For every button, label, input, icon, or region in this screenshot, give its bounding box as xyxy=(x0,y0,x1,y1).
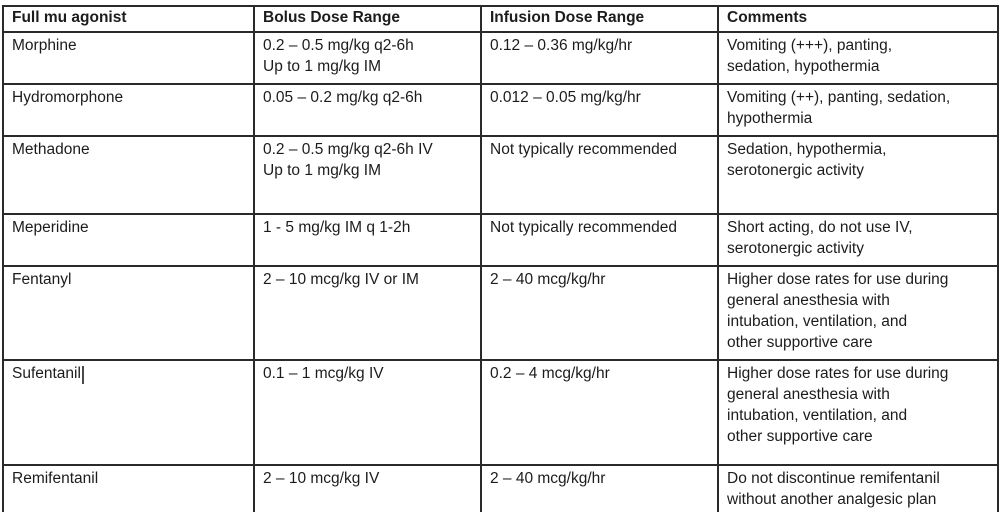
cell-infusion-dose[interactable]: Not typically recommended xyxy=(480,213,719,267)
table-row: Methadone 0.2 – 0.5 mg/kg q2-6h IV Up to… xyxy=(2,135,999,215)
cell-drug-name[interactable]: Fentanyl xyxy=(2,265,255,361)
cell-bolus-dose[interactable]: 0.2 – 0.5 mg/kg q2-6h Up to 1 mg/kg IM xyxy=(253,31,482,85)
column-header-full-mu-agonist[interactable]: Full mu agonist xyxy=(2,5,255,33)
cell-infusion-dose[interactable]: 0.12 – 0.36 mg/kg/hr xyxy=(480,31,719,85)
cell-drug-name[interactable]: Methadone xyxy=(2,135,255,215)
column-header-bolus-dose-range[interactable]: Bolus Dose Range xyxy=(253,5,482,33)
table-row: Remifentanil 2 – 10 mcg/kg IV 2 – 40 mcg… xyxy=(2,464,999,512)
cell-bolus-dose[interactable]: 0.05 – 0.2 mg/kg q2-6h xyxy=(253,83,482,137)
text-cursor-caret xyxy=(81,366,84,384)
table-row: Meperidine 1 - 5 mg/kg IM q 1-2h Not typ… xyxy=(2,213,999,267)
cell-infusion-dose[interactable]: Not typically recommended xyxy=(480,135,719,215)
cell-infusion-dose[interactable]: 2 – 40 mcg/kg/hr xyxy=(480,265,719,361)
table-row: Morphine 0.2 – 0.5 mg/kg q2-6h Up to 1 m… xyxy=(2,31,999,85)
header-row: Full mu agonist Bolus Dose Range Infusio… xyxy=(2,5,999,33)
drug-dosing-table: Full mu agonist Bolus Dose Range Infusio… xyxy=(2,5,999,512)
cell-infusion-dose[interactable]: 0.2 – 4 mcg/kg/hr xyxy=(480,359,719,466)
drug-name-text: Sufentanil xyxy=(12,365,81,382)
table-row: Sufentanil 0.1 – 1 mcg/kg IV 0.2 – 4 mcg… xyxy=(2,359,999,466)
drug-name-text: Meperidine xyxy=(12,219,89,236)
cell-infusion-dose[interactable]: 0.012 – 0.05 mg/kg/hr xyxy=(480,83,719,137)
cell-bolus-dose[interactable]: 2 – 10 mcg/kg IV or IM xyxy=(253,265,482,361)
column-header-infusion-dose-range[interactable]: Infusion Dose Range xyxy=(480,5,719,33)
cell-bolus-dose[interactable]: 1 - 5 mg/kg IM q 1-2h xyxy=(253,213,482,267)
cell-comments[interactable]: Higher dose rates for use during general… xyxy=(717,359,999,466)
cell-drug-name[interactable]: Hydromorphone xyxy=(2,83,255,137)
cell-comments[interactable]: Vomiting (++), panting, sedation, hypoth… xyxy=(717,83,999,137)
drug-name-text: Remifentanil xyxy=(12,470,99,487)
cell-bolus-dose[interactable]: 0.1 – 1 mcg/kg IV xyxy=(253,359,482,466)
column-header-comments[interactable]: Comments xyxy=(717,5,999,33)
cell-comments[interactable]: Vomiting (+++), panting, sedation, hypot… xyxy=(717,31,999,85)
drug-name-text: Hydromorphone xyxy=(12,89,124,106)
table-row: Fentanyl 2 – 10 mcg/kg IV or IM 2 – 40 m… xyxy=(2,265,999,361)
drug-name-text: Methadone xyxy=(12,141,90,158)
cell-comments[interactable]: Do not discontinue remifentanil without … xyxy=(717,464,999,512)
cell-bolus-dose[interactable]: 2 – 10 mcg/kg IV xyxy=(253,464,482,512)
cell-infusion-dose[interactable]: 2 – 40 mcg/kg/hr xyxy=(480,464,719,512)
drug-name-text: Fentanyl xyxy=(12,271,72,288)
cell-comments[interactable]: Higher dose rates for use during general… xyxy=(717,265,999,361)
cell-bolus-dose[interactable]: 0.2 – 0.5 mg/kg q2-6h IV Up to 1 mg/kg I… xyxy=(253,135,482,215)
drug-name-text: Morphine xyxy=(12,37,77,54)
table-body: Morphine 0.2 – 0.5 mg/kg q2-6h Up to 1 m… xyxy=(2,31,999,512)
cell-drug-name[interactable]: Morphine xyxy=(2,31,255,85)
cell-comments[interactable]: Short acting, do not use IV, serotonergi… xyxy=(717,213,999,267)
table-row: Hydromorphone 0.05 – 0.2 mg/kg q2-6h 0.0… xyxy=(2,83,999,137)
cell-drug-name[interactable]: Meperidine xyxy=(2,213,255,267)
cell-comments[interactable]: Sedation, hypothermia, serotonergic acti… xyxy=(717,135,999,215)
cell-drug-name[interactable]: Sufentanil xyxy=(2,359,255,466)
cell-drug-name[interactable]: Remifentanil xyxy=(2,464,255,512)
